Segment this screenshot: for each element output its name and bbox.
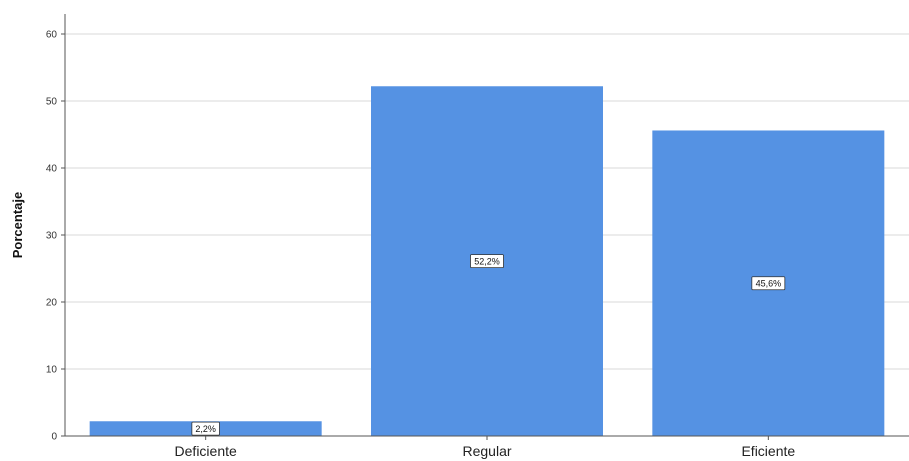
data-labels: 2,2% 52,2% 45,6% [191,254,786,436]
y-tick-label: 20 [46,298,58,309]
x-axis-categories: Deficiente Regular Eficiente [175,436,795,459]
y-axis-ticks: 0 10 20 30 40 50 60 [46,30,65,443]
x-category-label: Deficiente [175,443,237,459]
data-label-box [751,276,786,291]
y-tick-label: 0 [51,432,57,443]
y-axis-label: Porcentaje [10,192,25,258]
data-label-box [191,421,220,436]
data-label: 2,2% [195,424,216,434]
bars [89,86,885,437]
x-category-label: Eficiente [741,443,795,459]
x-category-label: Regular [462,443,511,459]
data-label: 45,6% [756,278,782,288]
data-label: 52,2% [474,256,500,266]
y-tick-label: 40 [46,164,58,175]
y-tick-label: 30 [46,231,58,242]
y-tick-label: 10 [46,365,58,376]
y-tick-label: 60 [46,30,58,41]
data-label-box [470,254,504,269]
y-tick-label: 50 [46,97,58,108]
